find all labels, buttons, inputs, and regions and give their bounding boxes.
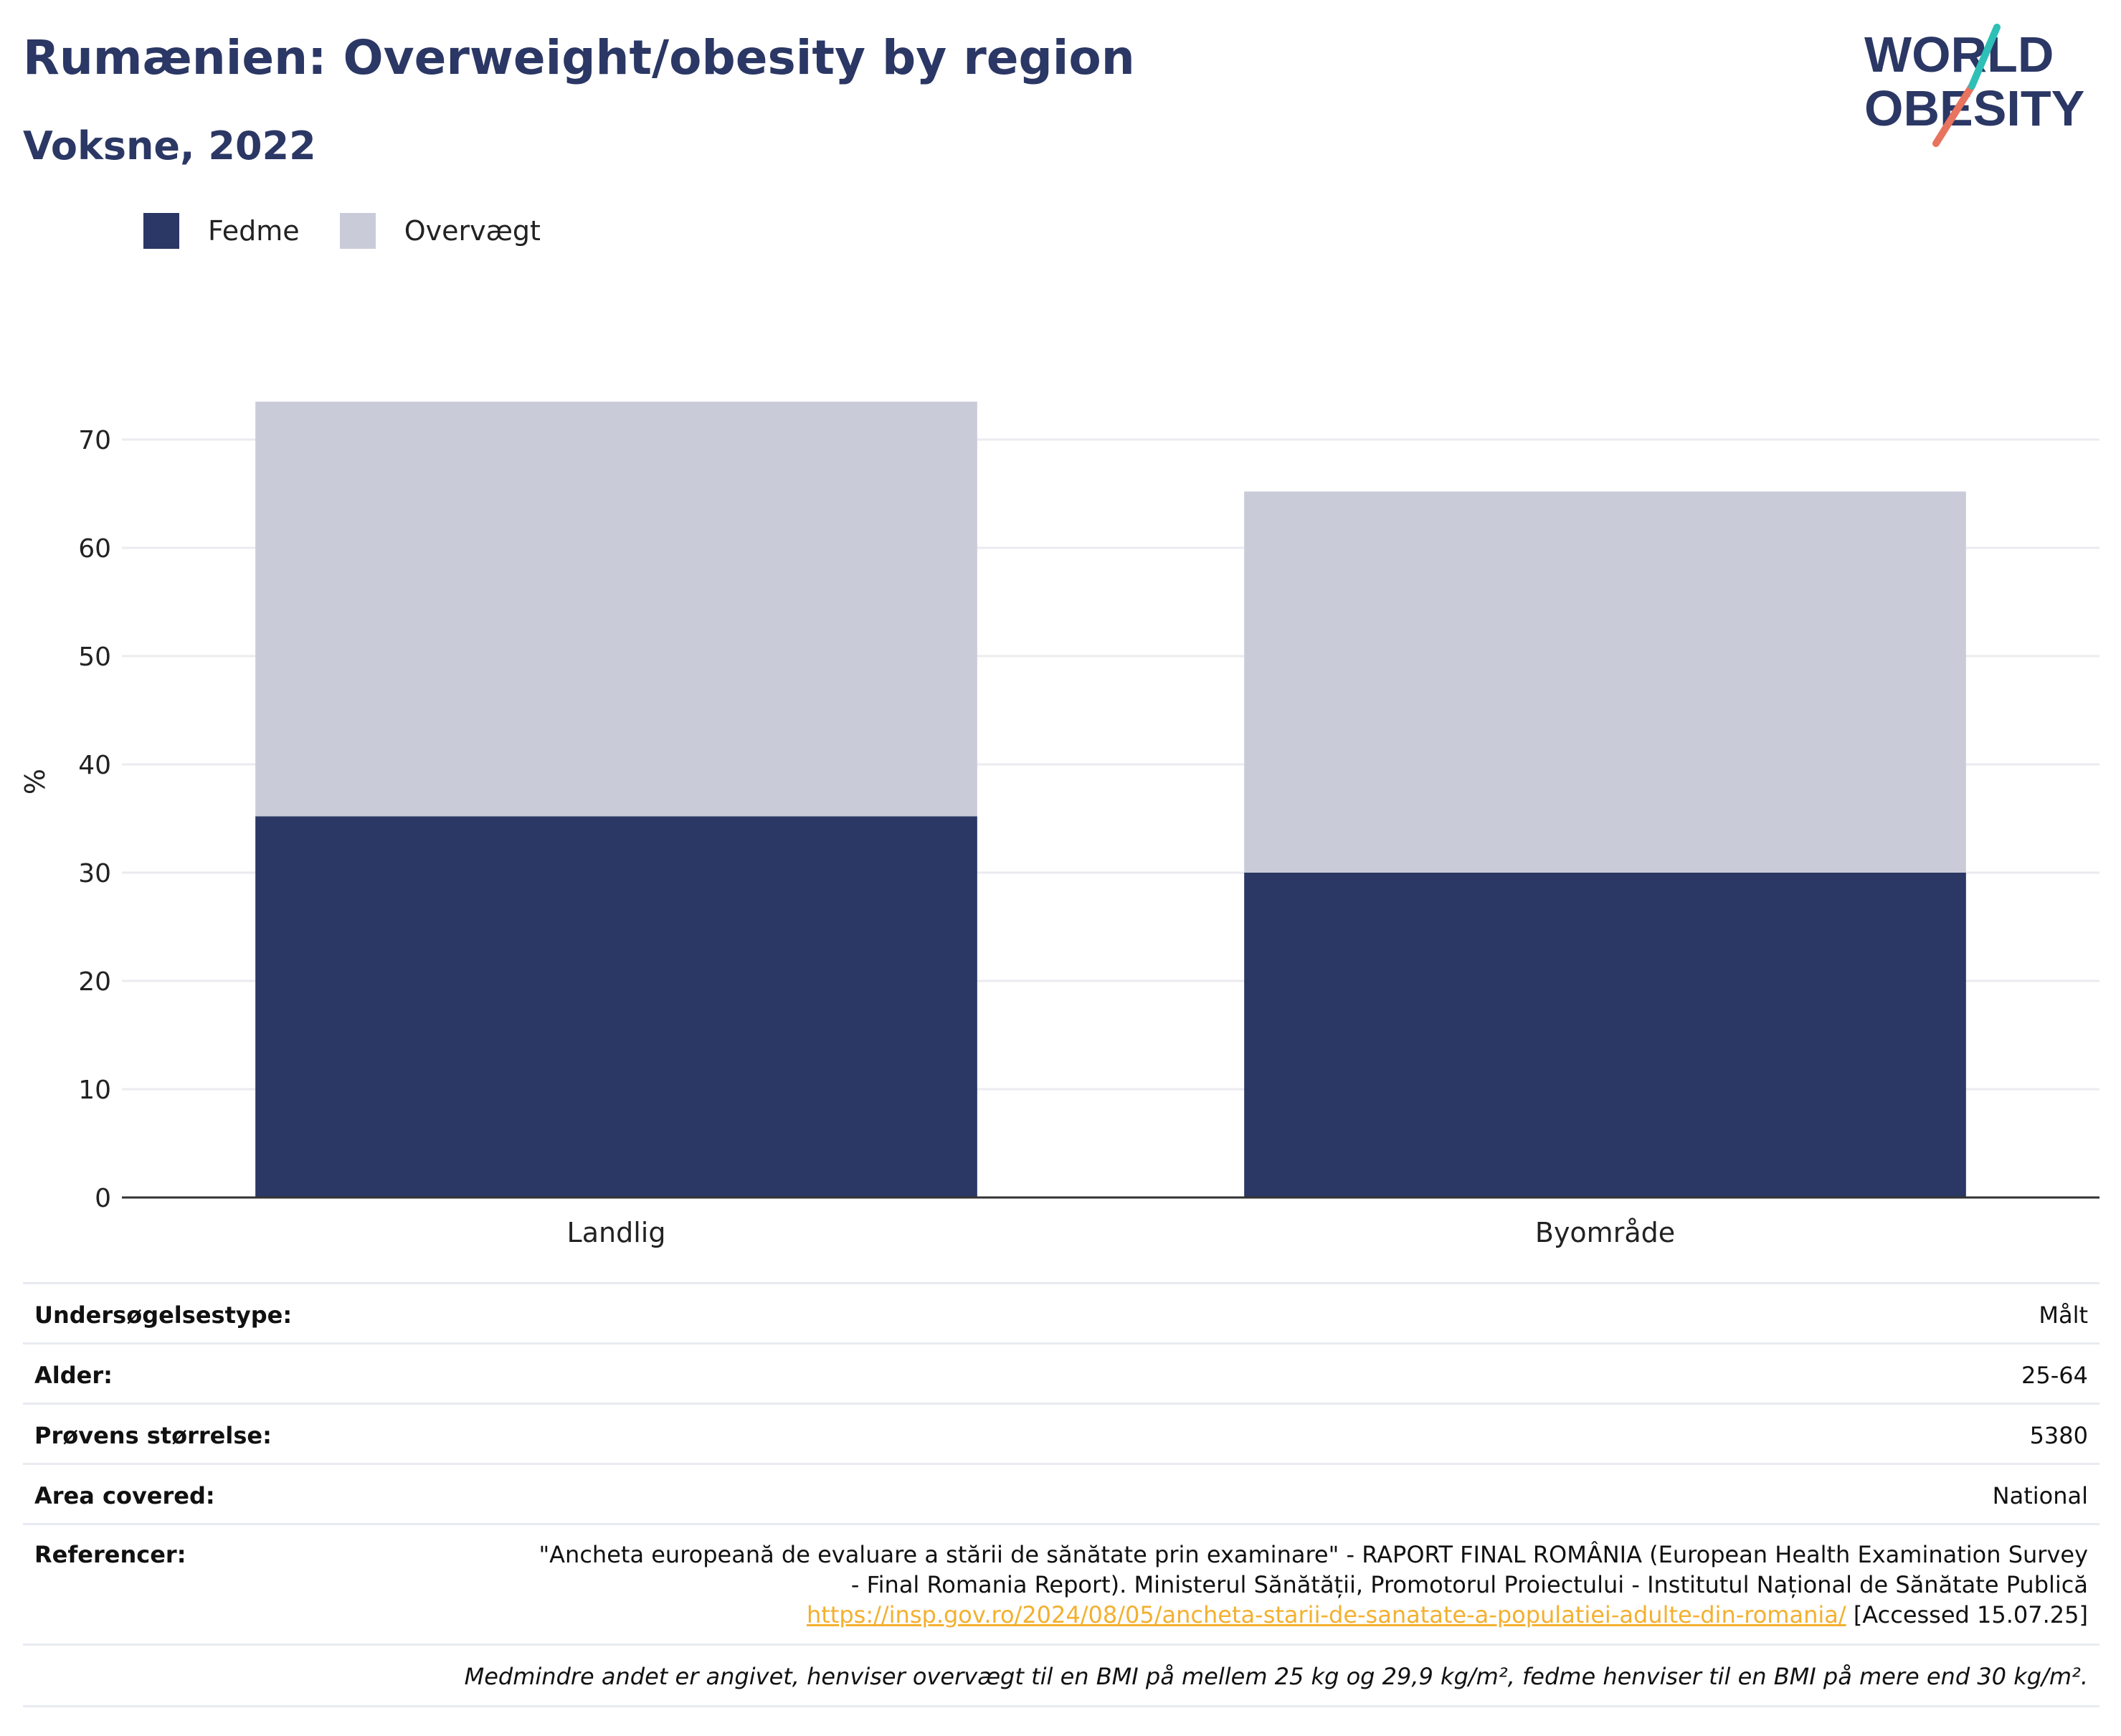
bar-fedme-0: [255, 816, 977, 1197]
x-tick-label: Byområde: [1535, 1217, 1675, 1248]
reference-line-1: "Ancheta europeană de evaluare a stării …: [538, 1541, 2088, 1568]
meta-row-area: Area covered: National: [23, 1463, 2099, 1523]
y-tick-label: 40: [78, 751, 111, 780]
legend-swatch-overvaegt: [339, 213, 376, 249]
y-tick-label: 70: [78, 426, 111, 455]
stacked-bar-chart: 0 10 20 30 40 50 60 70 Landlig Byområde%: [19, 402, 2099, 1248]
y-axis-label: %: [19, 769, 51, 795]
meta-row-note: Medmindre andet er angivet, henviser ove…: [23, 1643, 2099, 1705]
legend-label-fedme: Fedme: [208, 215, 300, 247]
chart-legend: Fedme Overvægt: [143, 212, 581, 250]
meta-value: 5380: [2029, 1422, 2088, 1449]
meta-label: Undersøgelsestype:: [34, 1301, 293, 1329]
meta-row-sample-size: Prøvens størrelse: 5380: [23, 1403, 2099, 1463]
y-tick-label: 30: [78, 859, 111, 888]
metadata-table: Undersøgelsestype: Målt Alder: 25-64 Prø…: [23, 1282, 2099, 1707]
x-tick-label: Landlig: [567, 1217, 666, 1248]
chart-subtitle: Voksne, 2022: [23, 123, 316, 169]
meta-label: Alder:: [34, 1362, 113, 1389]
legend-swatch-fedme: [143, 213, 179, 249]
meta-label: Area covered:: [34, 1482, 215, 1509]
meta-label: Prøvens størrelse:: [34, 1422, 272, 1449]
bar-overvgt-1: [1244, 491, 1966, 873]
meta-label: Referencer:: [34, 1541, 186, 1568]
svg-text:WORLD: WORLD: [1864, 27, 2054, 82]
meta-row-references: Referencer: "Ancheta europeană de evalua…: [23, 1523, 2099, 1643]
y-tick-label: 0: [95, 1184, 111, 1213]
bar-fedme-1: [1244, 873, 1966, 1197]
meta-value: Målt: [2039, 1301, 2088, 1329]
meta-value: 25-64: [2021, 1362, 2088, 1389]
y-tick-label: 10: [78, 1076, 111, 1105]
bar-overvgt-0: [255, 402, 977, 817]
meta-row-survey-type: Undersøgelsestype: Målt: [23, 1282, 2099, 1342]
reference-line-2: - Final Romania Report). Ministerul Sănă…: [850, 1571, 2088, 1598]
world-obesity-logo: WORLD OBESITY: [1864, 24, 2084, 147]
y-tick-label: 20: [78, 967, 111, 997]
references-text: "Ancheta europeană de evaluare a stării …: [538, 1540, 2088, 1643]
divider: [23, 1705, 2099, 1707]
svg-text:OBESITY: OBESITY: [1864, 80, 2084, 136]
bmi-note: Medmindre andet er angivet, henviser ove…: [464, 1663, 2088, 1690]
legend-item-fedme[interactable]: Fedme: [143, 213, 300, 249]
meta-row-age: Alder: 25-64: [23, 1342, 2099, 1403]
reference-link[interactable]: https://insp.gov.ro/2024/08/05/ancheta-s…: [806, 1601, 1846, 1628]
legend-label-overvaegt: Overvægt: [404, 215, 541, 247]
y-tick-label: 50: [78, 642, 111, 672]
legend-item-overvaegt[interactable]: Overvægt: [339, 213, 541, 249]
chart-title: Rumænien: Overweight/obesity by region: [23, 30, 1135, 85]
y-tick-label: 60: [78, 534, 111, 564]
meta-value: National: [1992, 1482, 2088, 1509]
reference-accessed: [Accessed 15.07.25]: [1846, 1601, 2088, 1628]
